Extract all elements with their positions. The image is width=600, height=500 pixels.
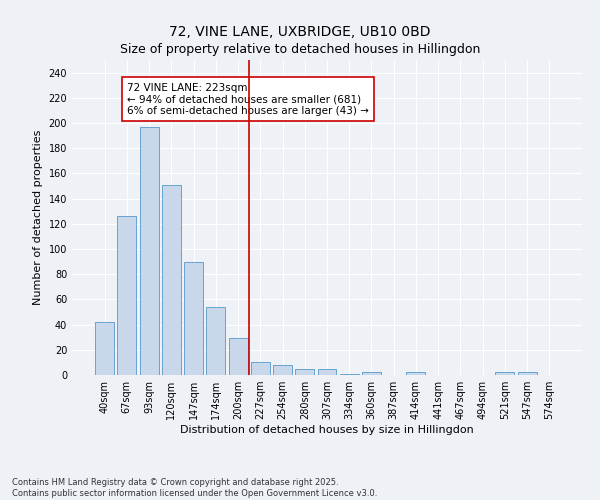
Text: 72, VINE LANE, UXBRIDGE, UB10 0BD: 72, VINE LANE, UXBRIDGE, UB10 0BD bbox=[169, 25, 431, 39]
Text: Contains HM Land Registry data © Crown copyright and database right 2025.
Contai: Contains HM Land Registry data © Crown c… bbox=[12, 478, 377, 498]
Bar bbox=[317, 368, 337, 375]
Bar bbox=[362, 372, 381, 375]
Bar bbox=[295, 368, 314, 375]
Bar bbox=[229, 338, 248, 375]
Bar bbox=[251, 362, 270, 375]
Text: Size of property relative to detached houses in Hillingdon: Size of property relative to detached ho… bbox=[120, 42, 480, 56]
Bar bbox=[118, 216, 136, 375]
Bar bbox=[496, 372, 514, 375]
Bar bbox=[95, 322, 114, 375]
Text: 72 VINE LANE: 223sqm
← 94% of detached houses are smaller (681)
6% of semi-detac: 72 VINE LANE: 223sqm ← 94% of detached h… bbox=[127, 82, 369, 116]
Bar bbox=[340, 374, 359, 375]
Bar bbox=[206, 307, 225, 375]
Bar bbox=[406, 372, 425, 375]
Bar bbox=[184, 262, 203, 375]
Y-axis label: Number of detached properties: Number of detached properties bbox=[33, 130, 43, 305]
Bar bbox=[140, 127, 158, 375]
Bar bbox=[273, 365, 292, 375]
Bar bbox=[518, 372, 536, 375]
X-axis label: Distribution of detached houses by size in Hillingdon: Distribution of detached houses by size … bbox=[180, 425, 474, 435]
Bar bbox=[162, 184, 181, 375]
